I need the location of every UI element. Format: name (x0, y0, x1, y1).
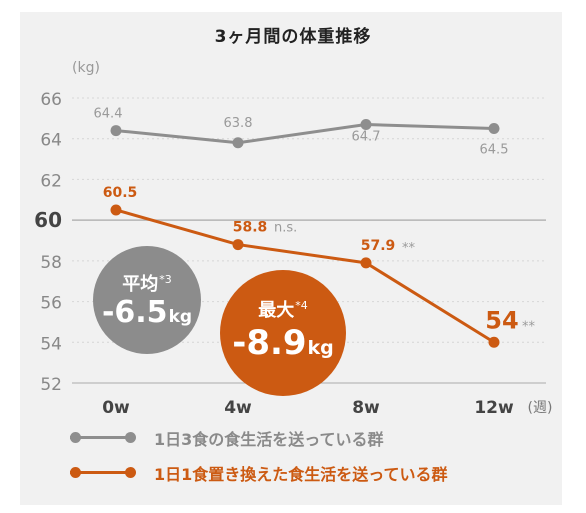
data-label: 60.5 (103, 185, 138, 201)
data-point (488, 123, 500, 135)
legend-label-replacement: 1日1食置き換えた食生活を送っている群 (154, 465, 448, 484)
data-annotation: n.s. (274, 221, 297, 236)
x-tick-label: 8w (352, 398, 380, 418)
legend-marker-gray (125, 432, 136, 443)
legend-marker-orange (70, 467, 81, 478)
y-tick-label: 66 (40, 90, 62, 110)
data-label: 64.5 (480, 143, 509, 158)
data-label: 58.8 (233, 220, 268, 236)
y-axis-unit: (kg) (72, 60, 100, 76)
data-point (232, 137, 244, 149)
x-tick-label: 0w (102, 398, 130, 418)
max-loss-label: 最大 (258, 300, 295, 321)
max-loss-badge: 最大*4 -8.9kg (220, 270, 346, 396)
max-loss-value: -8.9 (232, 323, 307, 363)
data-label: 54 (485, 306, 518, 334)
max-loss-note: *4 (295, 299, 308, 312)
average-loss-note: *3 (159, 273, 172, 286)
chart-title: 3ヶ月間の体重推移 (214, 27, 372, 47)
data-label: 57.9 (361, 238, 396, 254)
average-loss-unit: kg (168, 307, 193, 327)
y-tick-label: 54 (40, 334, 62, 354)
y-tick-label: 56 (40, 294, 62, 314)
data-label: 64.7 (352, 129, 381, 144)
y-tick-label: 60 (34, 208, 62, 232)
legend-marker-gray (70, 432, 81, 443)
y-tick-label: 64 (40, 131, 62, 151)
max-loss-unit: kg (307, 337, 334, 359)
legend-label-three-meals: 1日3食の食生活を送っている群 (154, 430, 384, 449)
data-label: 64.4 (94, 107, 123, 122)
data-point (110, 125, 122, 137)
series-line-replacement (115, 208, 495, 344)
data-point (232, 239, 244, 251)
data-point (488, 336, 500, 348)
average-loss-value: -6.5 (101, 295, 168, 330)
data-point (360, 118, 372, 130)
data-annotation: ** (522, 319, 536, 334)
legend-line-orange (70, 471, 134, 474)
x-tick-label: 4w (224, 398, 252, 418)
y-tick-label: 62 (40, 171, 62, 191)
legend-item-replacement: 1日1食置き換えた食生活を送っている群 (70, 460, 550, 484)
x-axis-unit: (週) (528, 400, 553, 416)
average-loss-label: 平均 (122, 274, 159, 295)
data-point (360, 257, 372, 269)
x-tick-label: 12w (474, 398, 514, 418)
legend-item-three-meals: 1日3食の食生活を送っている群 (70, 425, 550, 449)
data-annotation: ** (402, 241, 416, 256)
data-point (110, 204, 122, 216)
legend-marker-orange (125, 467, 136, 478)
series-line-three-meals (115, 122, 495, 145)
y-tick-label: 52 (40, 375, 62, 395)
legend-line-gray (70, 436, 134, 439)
y-tick-label: 58 (40, 253, 62, 273)
data-label: 63.8 (224, 116, 253, 131)
average-loss-badge: 平均*3 -6.5kg (93, 246, 201, 354)
